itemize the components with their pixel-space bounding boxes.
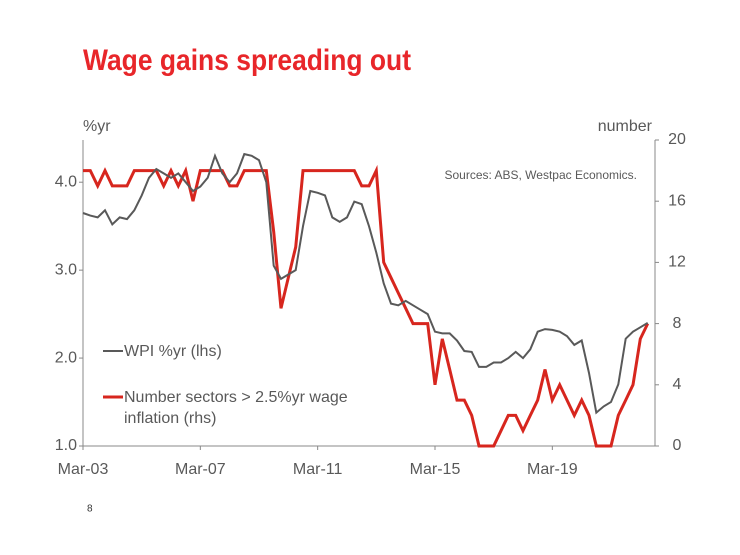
y-tick-label: 4.0 bbox=[55, 173, 77, 190]
series-line bbox=[82, 152, 649, 415]
y2-tick-label: 8 bbox=[673, 315, 682, 332]
legend-label: Number sectors > 2.5%yr wage inflation (… bbox=[124, 389, 348, 427]
series-line bbox=[83, 164, 650, 448]
page-number: 8 bbox=[87, 504, 93, 515]
x-tick-label: Mar-15 bbox=[410, 461, 461, 478]
y-tick-label: 2.0 bbox=[55, 349, 77, 366]
x-tick-label: Mar-07 bbox=[175, 461, 226, 478]
legend-label: WPI %yr (lhs) bbox=[124, 343, 222, 360]
annotation: Sources: ABS, Westpac Economics. bbox=[444, 168, 637, 182]
x-tick-label: Mar-11 bbox=[293, 461, 343, 478]
y-tick-label: 1.0 bbox=[55, 437, 77, 454]
y2-tick-label: 16 bbox=[668, 192, 686, 209]
y2-tick-label: 0 bbox=[673, 437, 682, 454]
y2-tick-label: 12 bbox=[668, 254, 686, 271]
y2-axis-label: number bbox=[598, 118, 653, 135]
y2-tick-label: 4 bbox=[673, 376, 682, 393]
x-tick-label: Mar-19 bbox=[527, 461, 578, 478]
chart-title: Wage gains spreading out bbox=[83, 44, 411, 77]
y2-tick-label: 20 bbox=[668, 131, 686, 148]
y-axis-label: %yr bbox=[83, 118, 111, 135]
y-tick-label: 3.0 bbox=[55, 261, 77, 278]
x-tick-label: Mar-03 bbox=[58, 461, 109, 478]
